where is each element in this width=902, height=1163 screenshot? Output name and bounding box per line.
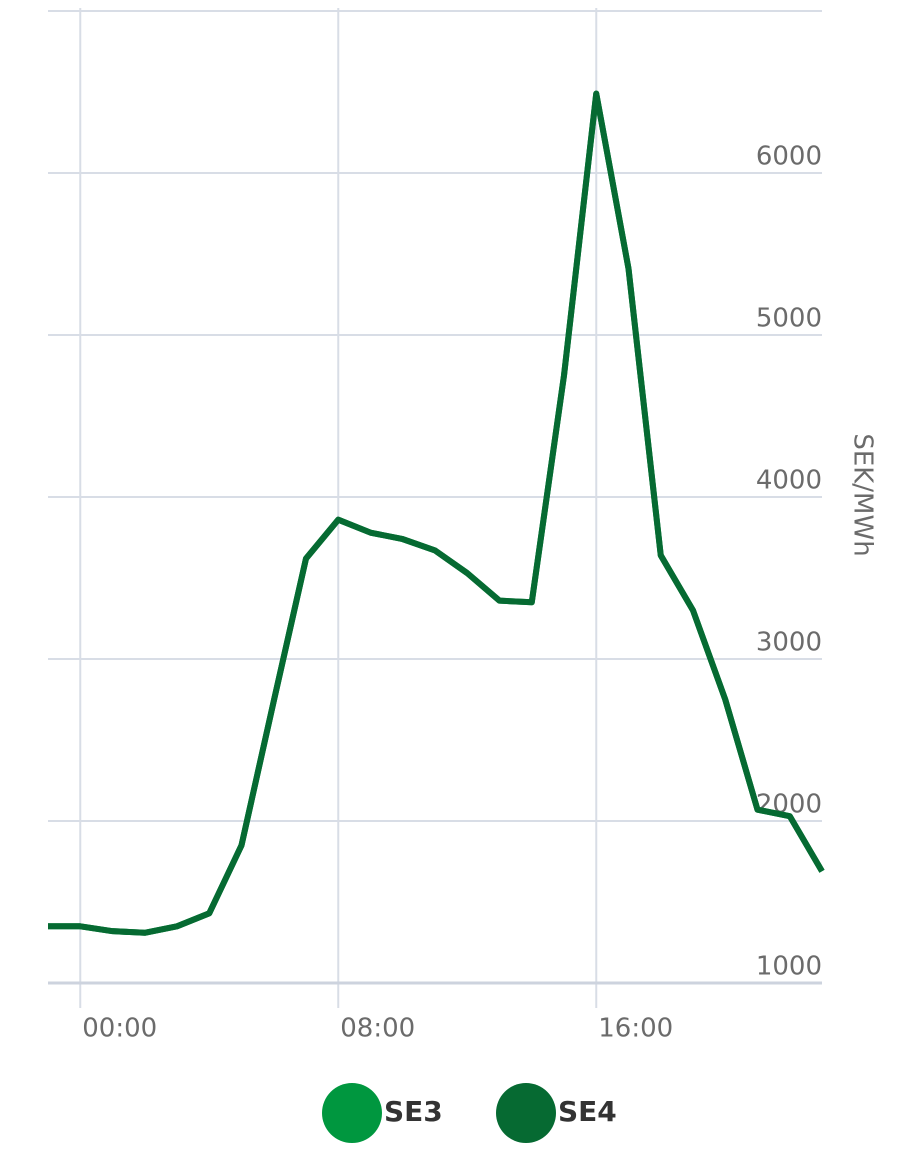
legend-label: SE3 xyxy=(384,1095,443,1128)
line-series xyxy=(48,90,825,936)
y-tick-label: 4000 xyxy=(756,466,822,496)
line-series xyxy=(48,90,825,936)
y-tick-label: 5000 xyxy=(756,304,822,334)
y-tick-label: 6000 xyxy=(756,142,822,172)
x-tick-label: 16:00 xyxy=(598,1014,673,1044)
x-tick-label: 08:00 xyxy=(340,1014,415,1044)
y-tick-label: 3000 xyxy=(756,628,822,658)
y-axis-label: SEK/MWh xyxy=(848,433,878,556)
legend-marker xyxy=(496,1083,556,1143)
legend-marker xyxy=(322,1083,382,1143)
legend-label: SE4 xyxy=(558,1095,617,1128)
x-tick-label: 00:00 xyxy=(82,1014,157,1044)
y-tick-label: 1000 xyxy=(756,952,822,982)
